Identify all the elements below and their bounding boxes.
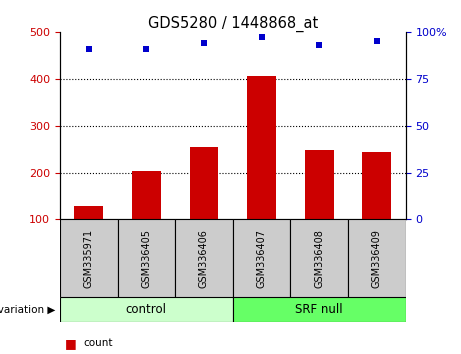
Text: count: count: [83, 338, 112, 348]
Point: [85, 46, 92, 52]
Text: GSM336408: GSM336408: [314, 229, 324, 288]
Bar: [60, 297, 233, 322]
Bar: [233, 219, 290, 297]
Bar: [175, 219, 233, 297]
Point: [373, 38, 381, 44]
Point: [315, 42, 323, 48]
Text: genotype/variation ▶: genotype/variation ▶: [0, 305, 55, 315]
Point: [200, 40, 207, 46]
Title: GDS5280 / 1448868_at: GDS5280 / 1448868_at: [148, 16, 318, 32]
Bar: [348, 219, 406, 297]
Text: GSM335971: GSM335971: [84, 229, 94, 288]
Text: GSM336405: GSM336405: [142, 229, 151, 288]
Bar: [74, 206, 103, 219]
Bar: [132, 171, 161, 219]
Bar: [362, 153, 391, 219]
Text: control: control: [126, 303, 167, 316]
Text: GSM336409: GSM336409: [372, 229, 382, 288]
Bar: [233, 297, 406, 322]
Text: ■: ■: [65, 337, 76, 350]
Bar: [60, 219, 118, 297]
Point: [142, 46, 150, 52]
Point: [258, 35, 266, 40]
Bar: [305, 150, 334, 219]
Text: GSM336406: GSM336406: [199, 229, 209, 288]
Bar: [189, 147, 219, 219]
Text: SRF null: SRF null: [296, 303, 343, 316]
Text: GSM336407: GSM336407: [257, 229, 266, 288]
Bar: [247, 76, 276, 219]
Bar: [118, 219, 175, 297]
Bar: [290, 219, 348, 297]
